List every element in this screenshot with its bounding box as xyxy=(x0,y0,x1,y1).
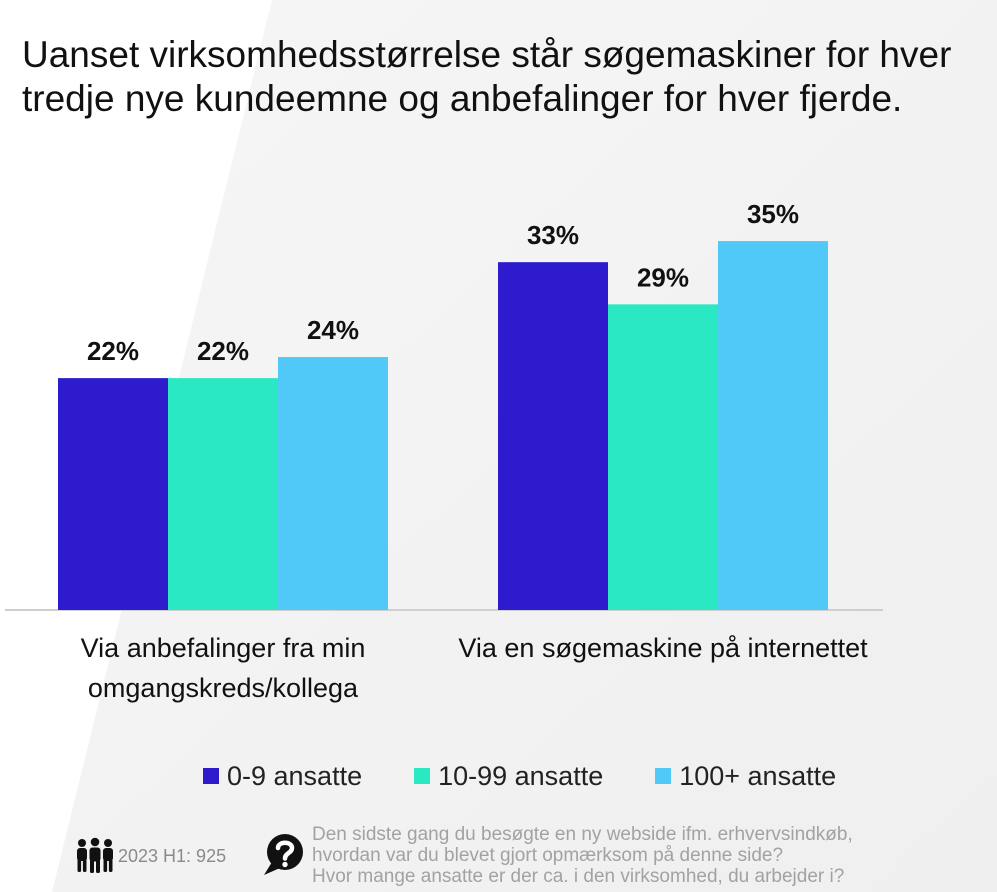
question-text: Den sidste gang du besøgte en ny webside… xyxy=(312,824,853,887)
legend-item-10-99-ansatte: 10-99 ansatte xyxy=(414,758,603,794)
data-label-series-1-category-0: 22% xyxy=(197,336,249,366)
bar-series-2-category-1 xyxy=(718,241,828,610)
data-label-series-2-category-1: 35% xyxy=(747,199,799,229)
legend-swatch xyxy=(203,768,219,784)
person-figure-left xyxy=(77,839,87,872)
question-mark-curve xyxy=(275,840,295,861)
bar-chart: 22% 33% 22% 29% 24% 35% xyxy=(5,199,883,611)
legend-item-100-plus-ansatte: 100+ ansatte xyxy=(655,758,836,794)
data-label-series-0-category-0: 22% xyxy=(87,336,139,366)
person-figure-middle xyxy=(89,837,101,873)
data-label-series-1-category-1: 29% xyxy=(637,262,689,292)
bubble-body xyxy=(267,834,303,870)
bar-series-0-category-1 xyxy=(498,262,608,610)
question-line: Hvor mange ansatte er der ca. i den virk… xyxy=(312,866,845,887)
category-label-search-engine: Via en søgemaskine på internettet xyxy=(458,633,868,663)
legend-label: 10-99 ansatte xyxy=(438,761,604,791)
legend-label: 0-9 ansatte xyxy=(227,761,363,791)
bar-series-2-category-0 xyxy=(278,357,388,610)
sample-size-text: 2023 H1: 925 xyxy=(118,846,227,866)
legend-item-0-9-ansatte: 0-9 ansatte xyxy=(203,758,362,794)
category-label-recommendations: Via anbefalinger fra min omgangskreds/ko… xyxy=(80,633,366,703)
question-bubble-icon xyxy=(264,834,303,875)
legend: 0-9 ansatte 10-99 ansatte 100+ ansatte xyxy=(203,758,836,794)
question-line: Den sidste gang du besøgte en ny webside… xyxy=(312,824,853,845)
legend-swatch xyxy=(655,768,672,784)
bar-series-1-category-0 xyxy=(168,378,278,610)
chart-title: Uanset virksomhedsstørrelse står søgemas… xyxy=(22,34,952,119)
data-label-series-2-category-0: 24% xyxy=(307,315,359,345)
question-line: hvordan var du blevet gjort opmærksom på… xyxy=(312,845,784,866)
person-figure-right xyxy=(103,839,113,872)
people-icon xyxy=(77,837,113,873)
data-label-series-0-category-1: 33% xyxy=(527,220,579,250)
bar-series-1-category-1 xyxy=(608,304,718,610)
bar-series-0-category-0 xyxy=(58,378,168,610)
legend-label: 100+ ansatte xyxy=(679,761,837,791)
legend-swatch xyxy=(414,768,431,784)
bubble-tail xyxy=(264,862,280,875)
question-mark-dot xyxy=(282,861,288,868)
